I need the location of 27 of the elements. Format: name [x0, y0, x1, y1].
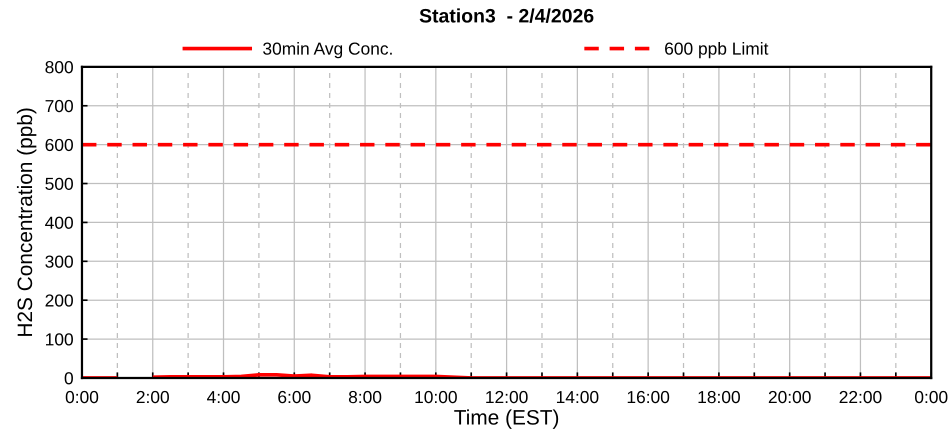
y-tick-label: 600: [46, 138, 73, 152]
legend-label: 30min Avg Conc.: [263, 42, 392, 58]
y-tick-label: 0: [64, 372, 73, 384]
x-tick-label: 16:00: [628, 390, 670, 404]
x-tick-label: 20:00: [768, 390, 811, 404]
x-tick-label: 6:00: [278, 390, 311, 404]
x-tick-label: 14:00: [556, 390, 598, 404]
y-tick-label: 700: [46, 100, 73, 112]
x-tick-label: 0:00: [66, 390, 98, 404]
y-tick-label: 200: [46, 294, 73, 307]
y-tick-label: 800: [45, 61, 73, 74]
x-tick-label: 10:00: [415, 390, 457, 404]
x-axis-title: Time (EST): [454, 409, 558, 429]
x-tick-label: 18:00: [698, 390, 740, 404]
chart-title: Station3 - 2/4/2026: [420, 8, 594, 23]
x-tick-label: 8:00: [348, 390, 382, 404]
x-tick-label: 0:00: [915, 390, 948, 404]
x-tick-label: 12:00: [486, 390, 528, 404]
legend-label: 600 ppb Limit: [665, 42, 768, 58]
x-tick-label: 4:00: [207, 390, 240, 404]
y-tick-label: 300: [45, 255, 73, 268]
x-tick-label: 22:00: [840, 390, 882, 404]
x-tick-label: 2:00: [136, 390, 169, 404]
y-tick-label: 500: [45, 178, 73, 190]
y-tick-label: 100: [46, 333, 73, 346]
y-tick-label: 400: [45, 216, 73, 229]
y-axis-title: H2S Concentration (ppb): [16, 108, 36, 336]
